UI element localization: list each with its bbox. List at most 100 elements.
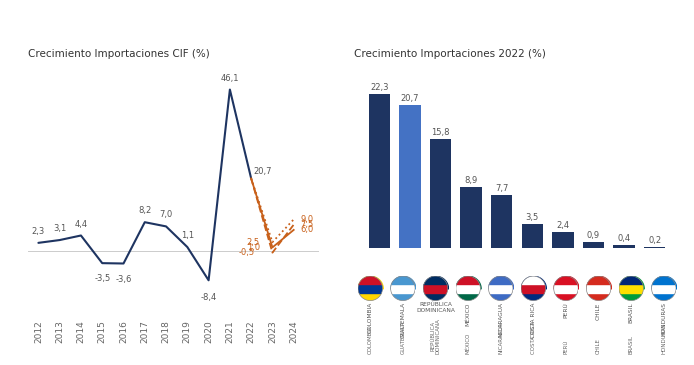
Text: 6,0: 6,0 <box>301 226 314 234</box>
Text: 2,3: 2,3 <box>32 227 45 236</box>
Bar <box>423 276 448 284</box>
Bar <box>520 284 545 292</box>
Bar <box>520 292 545 301</box>
Text: 7,5: 7,5 <box>301 220 314 229</box>
Text: 20,7: 20,7 <box>253 167 271 176</box>
Bar <box>586 292 611 301</box>
Bar <box>491 195 512 248</box>
Circle shape <box>619 276 643 301</box>
Text: PERÚ: PERÚ <box>564 340 568 354</box>
Text: 0,9: 0,9 <box>587 231 600 240</box>
Bar <box>619 292 643 301</box>
Text: GUATEMALA: GUATEMALA <box>400 302 405 338</box>
Text: REPÚBLICA
DOMINICANA: REPÚBLICA DOMINICANA <box>416 302 455 313</box>
Bar <box>399 105 421 248</box>
Bar <box>651 276 676 284</box>
Bar <box>586 284 611 292</box>
Text: -3,5: -3,5 <box>94 274 110 283</box>
Bar <box>619 276 643 284</box>
Text: MÉXICO: MÉXICO <box>466 302 471 326</box>
Text: Importaciones: Importaciones <box>271 12 423 31</box>
Text: COSTA RICA: COSTA RICA <box>531 321 536 354</box>
Bar <box>522 224 543 248</box>
Bar <box>520 276 545 284</box>
Bar <box>390 292 415 301</box>
Bar <box>455 292 480 301</box>
Text: -0,5: -0,5 <box>238 248 255 257</box>
Text: BRASIL: BRASIL <box>629 302 634 323</box>
Text: HONDURAS: HONDURAS <box>661 323 666 354</box>
Text: 7,7: 7,7 <box>495 184 509 193</box>
Text: COSTA RICA: COSTA RICA <box>531 302 536 338</box>
Bar <box>455 284 480 292</box>
Text: 15,8: 15,8 <box>432 128 450 137</box>
Text: NICARAGUA: NICARAGUA <box>498 322 503 354</box>
Bar <box>455 276 480 284</box>
Bar <box>390 276 415 284</box>
Bar <box>423 292 448 301</box>
Text: Crecimiento Importaciones 2022 (%): Crecimiento Importaciones 2022 (%) <box>354 49 545 59</box>
Circle shape <box>455 276 480 301</box>
Text: 7,0: 7,0 <box>160 211 173 219</box>
Bar <box>390 284 415 292</box>
Bar <box>552 232 573 248</box>
Bar <box>423 284 448 292</box>
Text: 4,4: 4,4 <box>74 220 87 228</box>
Bar <box>357 276 383 284</box>
Text: CHILE: CHILE <box>596 302 601 320</box>
Text: 3,5: 3,5 <box>525 213 539 222</box>
Circle shape <box>357 276 383 301</box>
Bar <box>651 292 676 301</box>
Text: MÉXICO: MÉXICO <box>466 333 471 354</box>
Text: BRASIL: BRASIL <box>629 335 634 354</box>
Bar <box>554 276 579 284</box>
Circle shape <box>520 276 545 301</box>
Bar <box>586 276 611 284</box>
Text: 1,0: 1,0 <box>247 243 260 252</box>
Circle shape <box>554 276 579 301</box>
Text: 22,3: 22,3 <box>370 83 389 92</box>
Bar <box>583 242 604 248</box>
Text: 8,9: 8,9 <box>464 176 477 185</box>
Bar <box>651 284 676 292</box>
Text: CHILE: CHILE <box>596 338 601 354</box>
Bar <box>461 187 482 248</box>
Text: 2,4: 2,4 <box>557 220 570 230</box>
Bar <box>613 245 635 248</box>
Bar <box>357 284 383 292</box>
Bar <box>554 292 579 301</box>
Text: -3,6: -3,6 <box>115 274 132 284</box>
Bar <box>369 94 390 248</box>
Text: 0,4: 0,4 <box>618 234 631 243</box>
Text: GUATEMALA: GUATEMALA <box>400 320 405 354</box>
Circle shape <box>390 276 415 301</box>
Text: 1,1: 1,1 <box>180 231 194 240</box>
Text: COLOMBIA: COLOMBIA <box>368 302 373 334</box>
Text: 20,7: 20,7 <box>401 94 419 103</box>
Text: REPÚBLICA
DOMINICANA: REPÚBLICA DOMINICANA <box>430 318 441 354</box>
Circle shape <box>586 276 611 301</box>
Text: COLOMBIA: COLOMBIA <box>368 326 373 354</box>
Text: NICARAGUA: NICARAGUA <box>498 302 503 337</box>
Text: Crecimiento Importaciones CIF (%): Crecimiento Importaciones CIF (%) <box>28 49 210 59</box>
Text: 3,1: 3,1 <box>53 224 67 233</box>
Bar <box>357 292 383 301</box>
Bar <box>430 139 451 248</box>
Text: PERÚ: PERÚ <box>564 302 568 318</box>
Circle shape <box>488 276 514 301</box>
Bar <box>488 292 513 301</box>
Text: -8,4: -8,4 <box>201 293 217 302</box>
Text: 2,5: 2,5 <box>247 238 260 247</box>
Circle shape <box>651 276 676 301</box>
Circle shape <box>423 276 448 301</box>
Text: 46,1: 46,1 <box>221 74 239 82</box>
Bar <box>554 284 579 292</box>
Bar <box>644 247 666 248</box>
Bar <box>488 276 513 284</box>
Text: 8,2: 8,2 <box>138 206 151 215</box>
Bar <box>488 284 513 292</box>
Text: HONDURAS: HONDURAS <box>661 302 666 336</box>
Bar <box>619 284 643 292</box>
Text: 9,0: 9,0 <box>301 215 314 224</box>
Text: 0,2: 0,2 <box>648 236 661 245</box>
